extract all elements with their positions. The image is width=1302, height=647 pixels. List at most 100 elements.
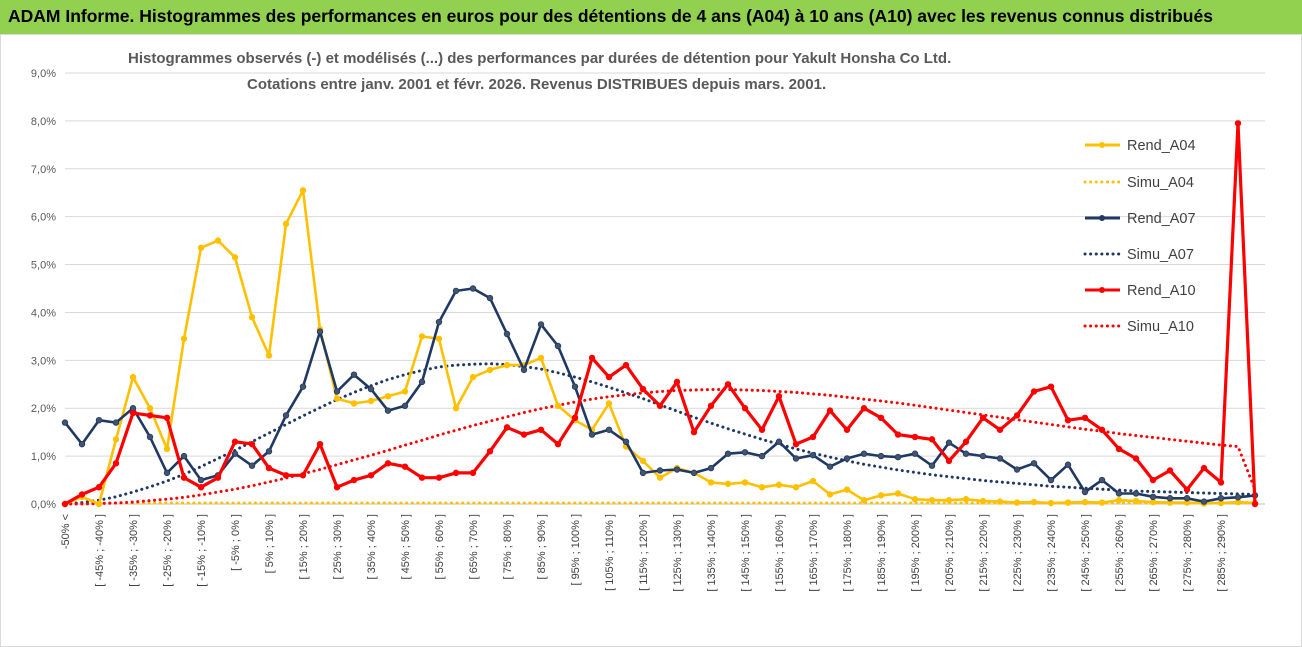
data-point-rend_a07 (588, 431, 596, 438)
data-point-rend_a04 (1013, 499, 1021, 506)
x-tick-label: [ 165% ; 170% ] (808, 514, 820, 592)
data-point-rend_a07 (1132, 490, 1140, 497)
data-point-rend_a07 (61, 419, 69, 426)
data-point-rend_a10 (61, 500, 69, 508)
data-point-rend_a04 (843, 486, 851, 493)
chart-title-line1: Histogrammes observés (-) et modélisés (… (128, 50, 952, 67)
data-point-rend_a04 (452, 405, 460, 412)
data-point-rend_a04 (1047, 499, 1055, 507)
y-tick-label: 9,0% (31, 68, 56, 80)
data-point-rend_a04 (1030, 498, 1038, 506)
data-point-rend_a10 (384, 460, 392, 467)
x-tick-label: [ 245% ; 250% ] (1080, 514, 1092, 592)
x-tick-label: [ 75% ; 80% ] (502, 514, 514, 579)
legend-label: Rend_A10 (1127, 283, 1196, 299)
data-point-rend_a10 (452, 469, 460, 477)
data-point-rend_a07 (843, 455, 851, 462)
data-point-rend_a10 (1132, 455, 1140, 462)
x-tick-label: [ 115% ; 120% ] (638, 514, 650, 591)
data-point-rend_a07 (1183, 495, 1191, 502)
data-point-rend_a07 (112, 419, 120, 426)
x-tick-label: [ -35% ; -30% ] (128, 514, 140, 587)
data-point-rend_a10 (843, 426, 851, 433)
data-point-rend_a04 (741, 479, 749, 486)
data-point-rend_a04 (1098, 499, 1106, 506)
data-point-rend_a10 (180, 474, 188, 481)
data-point-rend_a04 (214, 237, 222, 244)
data-point-rend_a10 (622, 361, 630, 369)
legend-label: Rend_A04 (1127, 138, 1196, 154)
data-point-rend_a04 (1081, 498, 1089, 506)
data-point-rend_a04 (605, 400, 613, 407)
data-point-rend_a07 (418, 378, 426, 386)
data-point-rend_a07 (333, 388, 341, 395)
data-point-rend_a07 (690, 469, 698, 477)
data-point-rend_a10 (962, 438, 970, 445)
data-point-rend_a10 (1115, 445, 1123, 453)
data-point-rend_a10 (945, 457, 953, 465)
data-point-rend_a10 (758, 426, 766, 433)
x-tick-label: [ 145% ; 150% ] (740, 514, 752, 592)
data-point-rend_a10 (639, 385, 647, 393)
data-point-rend_a04 (1115, 496, 1123, 504)
data-point-rend_a07 (503, 330, 511, 338)
data-point-rend_a04 (707, 479, 715, 486)
x-tick-label: [ 25% ; 30% ] (332, 514, 344, 579)
x-tick-label: [ 105% ; 110% ] (604, 514, 616, 591)
data-point-rend_a07 (622, 438, 630, 445)
data-point-rend_a07 (1115, 490, 1123, 497)
data-point-rend_a10 (656, 402, 664, 410)
data-point-rend_a07 (231, 450, 239, 457)
x-tick-label: [ 5% ; 10% ] (264, 514, 276, 573)
data-point-rend_a10 (1047, 383, 1055, 390)
data-point-rend_a04 (962, 496, 970, 503)
data-point-rend_a07 (945, 439, 953, 446)
data-point-rend_a10 (129, 409, 137, 417)
data-point-rend_a07 (707, 464, 715, 472)
data-point-rend_a07 (1098, 476, 1106, 484)
data-point-rend_a10 (537, 426, 545, 433)
data-point-rend_a10 (299, 472, 307, 479)
data-point-rend_a07 (996, 455, 1004, 462)
data-point-rend_a10 (1200, 464, 1208, 472)
x-tick-label: [ 155% ; 160% ] (774, 514, 786, 592)
data-point-rend_a04 (826, 491, 834, 498)
data-point-rend_a04 (435, 335, 443, 342)
legend-label: Simu_A04 (1127, 175, 1194, 191)
data-point-rend_a10 (1251, 500, 1259, 508)
data-point-rend_a10 (673, 378, 681, 386)
data-point-rend_a07 (248, 462, 256, 469)
data-point-rend_a04 (894, 490, 902, 497)
data-point-rend_a10 (282, 472, 290, 479)
data-point-rend_a10 (503, 424, 511, 431)
data-point-rend_a04 (996, 498, 1004, 505)
data-point-rend_a10 (435, 474, 443, 481)
title-banner: ADAM Informe. Histogrammes des performan… (0, 0, 1302, 34)
x-tick-label: [ 275% ; 280% ] (1182, 514, 1194, 592)
data-point-rend_a04 (792, 484, 800, 491)
x-tick-label: -50% < (60, 514, 72, 549)
x-tick-label: [ 285% ; 290% ] (1216, 514, 1228, 592)
legend-label: Rend_A07 (1127, 211, 1196, 227)
data-point-rend_a10 (520, 431, 528, 438)
data-point-rend_a04 (656, 474, 664, 481)
x-tick-label: [ 55% ; 60% ] (434, 514, 446, 579)
x-tick-label: [ -25% ; -20% ] (162, 514, 174, 587)
data-point-rend_a07 (656, 467, 664, 474)
data-point-rend_a10 (724, 381, 732, 388)
data-point-rend_a10 (775, 393, 783, 400)
data-point-rend_a07 (197, 476, 205, 484)
data-point-rend_a04 (537, 354, 545, 362)
data-point-rend_a04 (469, 373, 477, 381)
data-point-rend_a04 (775, 481, 783, 489)
data-point-rend_a04 (554, 402, 562, 410)
x-tick-label: [ 95% ; 100% ] (570, 514, 582, 586)
data-point-rend_a10 (367, 472, 375, 479)
x-tick-label: [ 35% ; 40% ] (366, 514, 378, 579)
y-tick-label: 3,0% (31, 355, 56, 367)
data-point-rend_a07 (469, 285, 477, 292)
data-point-rend_a07 (1013, 466, 1021, 473)
data-point-rend_a10 (571, 414, 579, 421)
x-tick-label: [ 215% ; 220% ] (978, 514, 990, 592)
data-point-rend_a10 (1234, 120, 1242, 127)
